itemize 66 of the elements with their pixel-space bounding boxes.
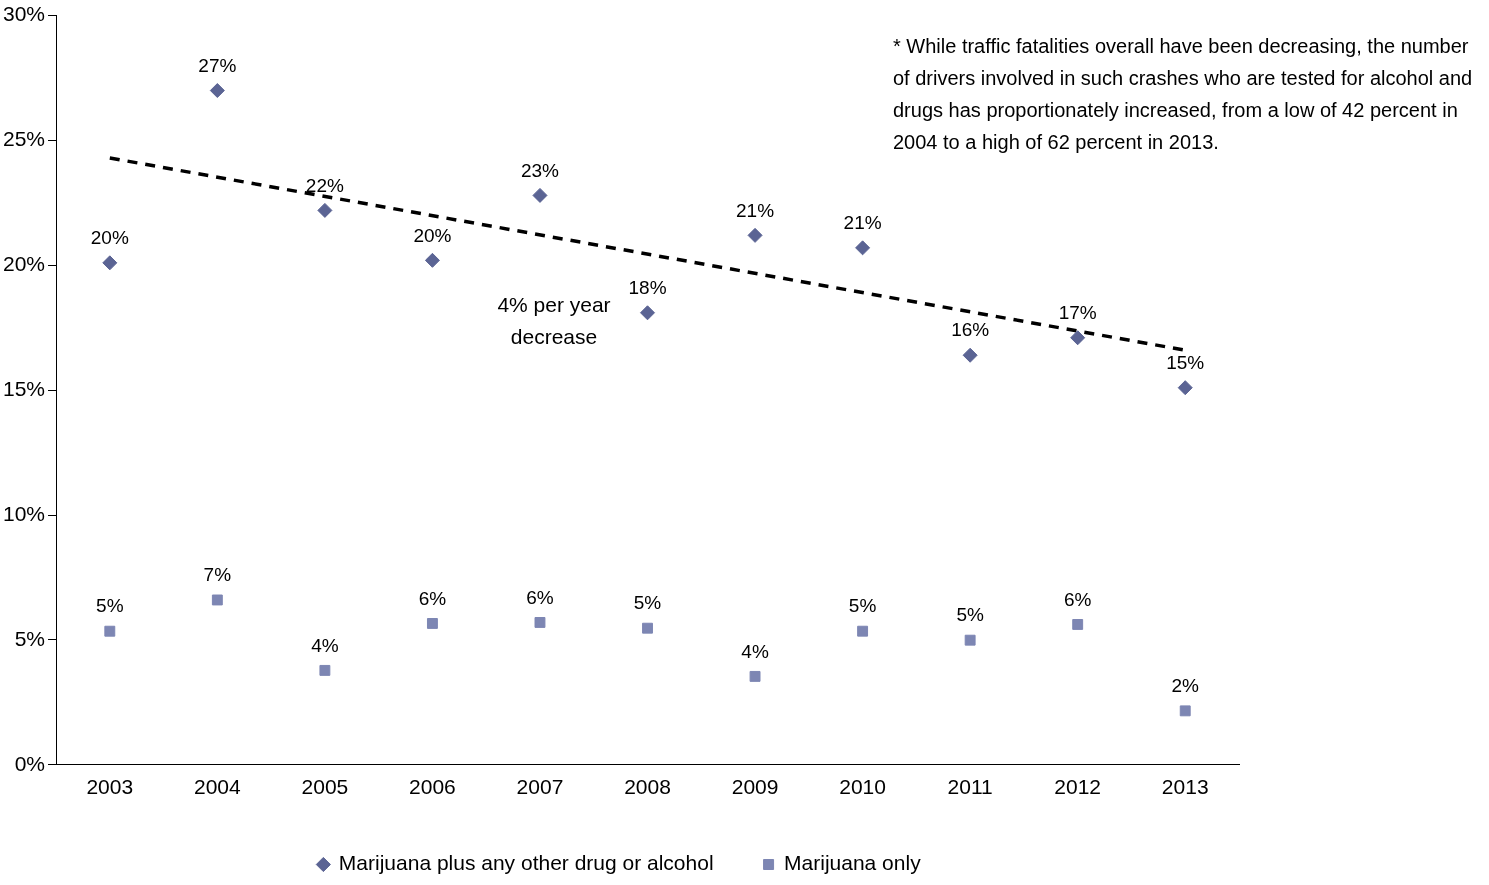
data-label: 20% <box>90 227 129 249</box>
x-tick-label: 2012 <box>1054 775 1102 799</box>
x-tick-label: 2008 <box>624 775 671 799</box>
data-label: 22% <box>305 174 345 196</box>
y-tick-label: 5% <box>14 626 46 650</box>
point <box>962 347 978 363</box>
point <box>104 625 116 637</box>
data-label: 15% <box>1166 351 1205 373</box>
y-tick-label: 0% <box>14 751 46 775</box>
data-label: 23% <box>520 159 560 181</box>
point <box>426 618 438 629</box>
y-tick-label: 20% <box>3 252 46 276</box>
annotation: 4% per year decrease <box>496 292 612 350</box>
point <box>532 187 548 203</box>
point <box>319 664 331 676</box>
data-label: 6% <box>526 586 554 608</box>
y-tick-label: 30% <box>3 2 46 26</box>
x-tick-label: 2004 <box>193 775 242 799</box>
data-label: 6% <box>1063 588 1092 610</box>
point <box>857 625 869 637</box>
data-label: 2% <box>1171 675 1200 697</box>
data-label: 21% <box>843 212 882 234</box>
x-tick-label: 2007 <box>516 775 564 799</box>
point <box>1177 380 1193 396</box>
point <box>1070 330 1086 346</box>
legend-label: Marijuana plus any other drug or alcohol <box>338 851 714 875</box>
x-tick-label: 2006 <box>409 775 456 799</box>
point <box>317 202 333 218</box>
x-tick-label: 2009 <box>731 775 779 799</box>
data-label: 5% <box>96 595 124 617</box>
data-label: 17% <box>1058 301 1097 323</box>
x-tick-label: 2011 <box>947 775 993 799</box>
y-tick-label: 15% <box>3 377 46 400</box>
x-tick-label: 2013 <box>1161 775 1209 799</box>
data-label: 4% <box>741 640 769 662</box>
point <box>1179 705 1191 717</box>
data-label: 18% <box>628 277 667 299</box>
point <box>749 670 761 682</box>
annotation: * While traffic fatalities overall have been decreasing, the number of drivers involved in such crashes who are tested for alcohol and drugs has proportionately increased, from a low of 42 percent in 2004 to a high of 62 percent in 2013. <box>893 34 1474 155</box>
point <box>640 305 656 321</box>
data-label: 5% <box>848 595 877 617</box>
point <box>1072 619 1084 630</box>
point <box>209 83 225 99</box>
x-tick-label: 2010 <box>839 775 886 799</box>
point <box>102 255 118 271</box>
point <box>964 634 976 646</box>
data-label: 16% <box>951 319 990 341</box>
point <box>424 252 440 268</box>
data-label: 21% <box>736 199 775 221</box>
data-label: 27% <box>198 54 237 76</box>
point <box>211 594 223 606</box>
data-label: 4% <box>311 634 339 656</box>
data-label: 20% <box>413 224 452 246</box>
data-label: 5% <box>633 592 662 614</box>
point <box>855 240 871 256</box>
data-label: 7% <box>203 564 232 586</box>
data-label: 5% <box>956 604 984 626</box>
data-label: 6% <box>418 587 447 609</box>
point <box>534 617 546 628</box>
point <box>747 227 763 243</box>
x-tick-label: 2003 <box>86 775 134 799</box>
point <box>642 622 653 634</box>
y-tick-label: 25% <box>3 127 46 151</box>
x-tick-label: 2005 <box>301 775 349 799</box>
legend-label: Marijuana only <box>784 851 922 875</box>
y-tick-label: 10% <box>3 501 46 525</box>
